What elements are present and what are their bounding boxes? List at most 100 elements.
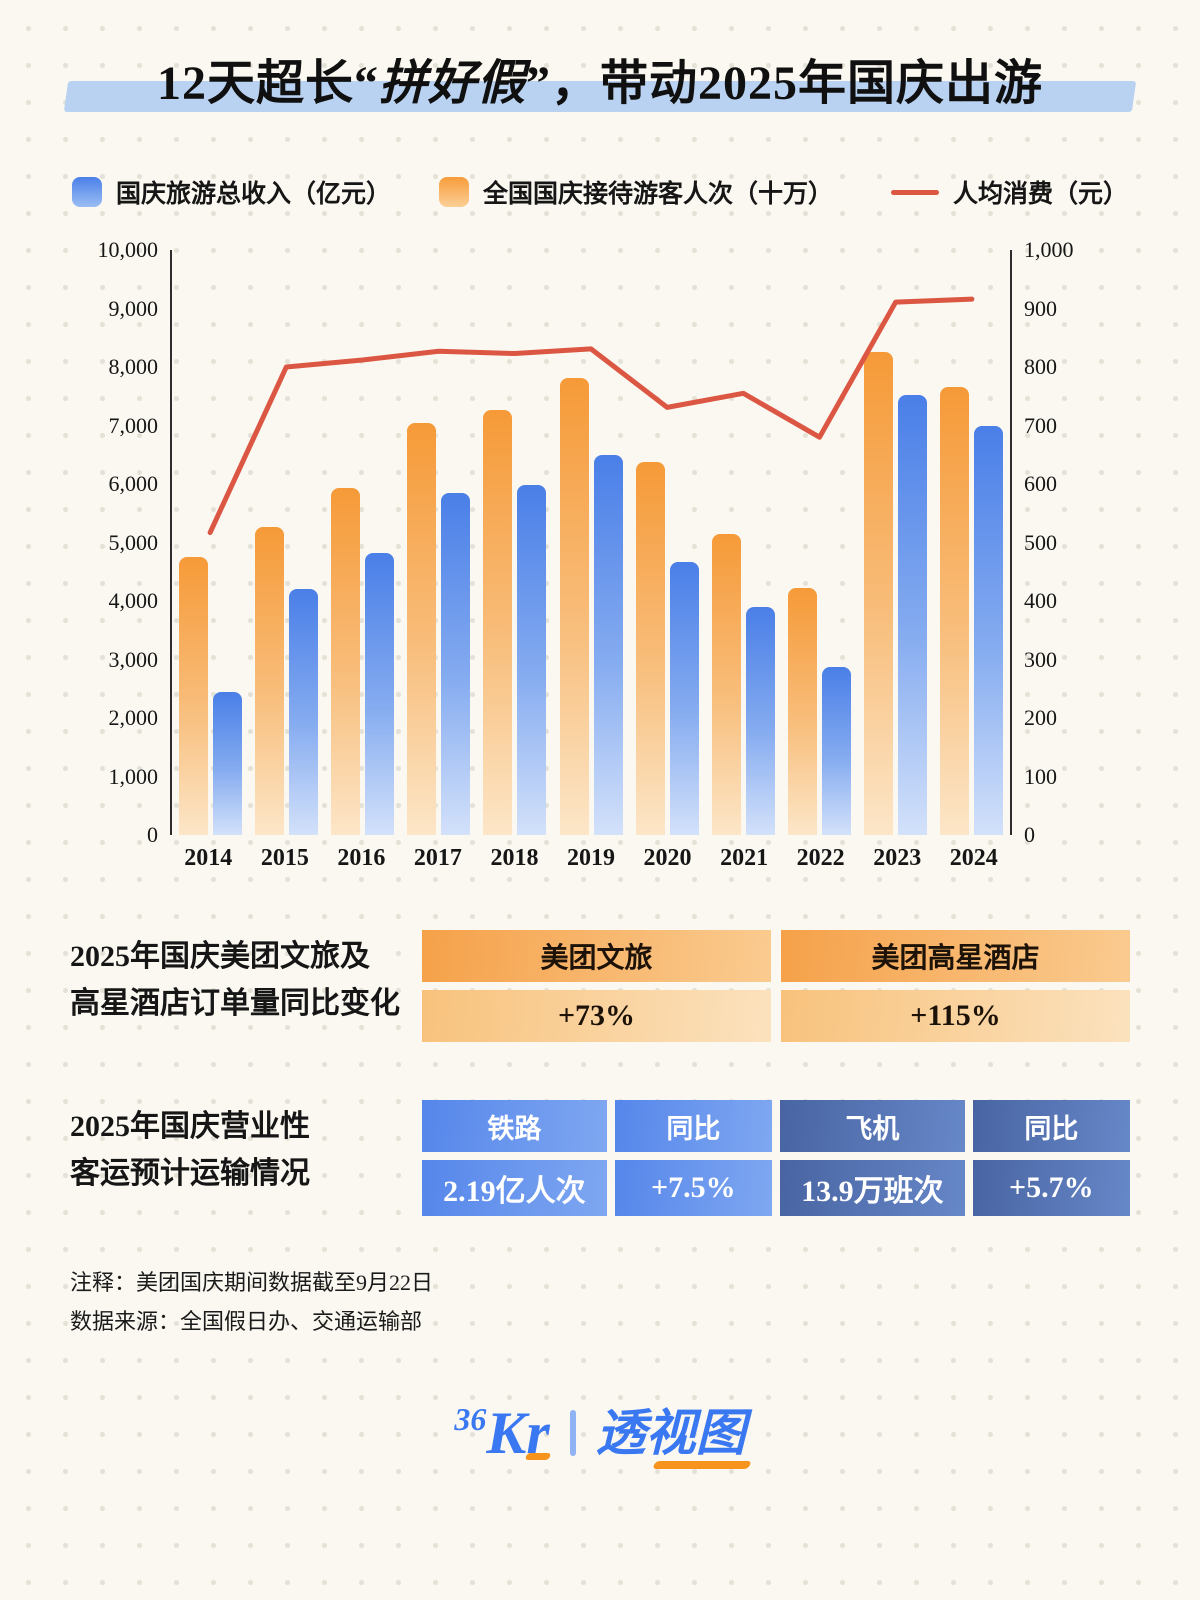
meituan-cards: 美团文旅 +73% 美团高星酒店 +115% [422, 930, 1130, 1042]
blue-bar-2024 [974, 425, 1004, 835]
column-header: 飞机 [780, 1100, 965, 1152]
axis-tick-label: 4,000 [108, 588, 159, 613]
axis-tick-label: 9,000 [108, 295, 159, 321]
bar-group-2017 [401, 250, 477, 835]
blue-bar-2021 [745, 607, 775, 835]
column-header: 铁路 [422, 1100, 607, 1152]
x-axis-left-spacer [70, 845, 170, 872]
bar-group-2022 [782, 250, 858, 835]
x-tick-label: 2022 [796, 845, 845, 871]
meituan-section: 2025年国庆美团文旅及 高星酒店订单量同比变化 美团文旅 +73% 美团高星酒… [70, 930, 1130, 1042]
axis-tick-label: 200 [1024, 705, 1057, 730]
orange-bar-2016 [330, 488, 360, 835]
footnotes: 注释：美团国庆期间数据截至9月22日 数据来源：全国假日办、交通运输部 [70, 1264, 1130, 1341]
x-labels: 2014 2015 2016 2017 2018 2019 2020 2021 2022 2023… [170, 845, 1012, 872]
legend-label-per-capita: 人均消费（元） [952, 181, 1128, 208]
blue-bar-2019 [593, 454, 623, 835]
card-value: +115% [781, 990, 1130, 1042]
card-title: 美团文旅 [422, 930, 771, 982]
card-meituan-wenlv: 美团文旅 +73% [422, 930, 771, 1042]
footnote-line-1: 注释：美团国庆期间数据截至9月22日 [70, 1270, 434, 1295]
axis-tick-label: 1,000 [108, 763, 159, 789]
orange-bar-2023 [864, 351, 894, 835]
column-railway: 铁路 2.19亿人次 [422, 1100, 607, 1216]
bar-group-2020 [629, 250, 705, 835]
column-header: 同比 [972, 1100, 1130, 1152]
x-tick-label: 2019 [567, 845, 615, 871]
column-flight-yoy: 同比 +5.7% [972, 1100, 1130, 1216]
column-value: +5.7% [972, 1160, 1130, 1216]
blue-bar-2015 [288, 588, 318, 835]
axis-tick-label: 2,000 [108, 705, 159, 730]
transport-label-line-1: 2025年国庆营业性 [70, 1110, 310, 1143]
axis-tick-label: 400 [1024, 588, 1057, 613]
axis-tick-label: 300 [1024, 646, 1057, 672]
orange-bar-2024 [940, 387, 970, 835]
card-meituan-hotel: 美团高星酒店 +115% [781, 930, 1130, 1042]
meituan-section-label: 2025年国庆美团文旅及 高星酒店订单量同比变化 [70, 930, 422, 1027]
orange-bar-2017 [407, 422, 437, 835]
title-block: 12天超长“拼好假”，带动2025年国庆出游 [60, 54, 1140, 114]
x-tick-label: 2024 [949, 845, 998, 871]
axis-tick-label: 900 [1024, 295, 1057, 321]
column-value: +7.5% [614, 1160, 772, 1216]
transport-label-line-2: 客运预计运输情况 [70, 1156, 310, 1190]
axis-tick-label: 600 [1024, 471, 1057, 496]
axis-tick-label: 3,000 [108, 646, 159, 672]
red-line-swatch-icon [890, 189, 939, 195]
axis-tick-label: 0 [147, 822, 158, 847]
chart: 0 1,000 2,000 3,000 4,000 5,000 6,000 7,000 8,00… [70, 237, 1112, 847]
footer: 36 Kr 透视图 [0, 1400, 1200, 1466]
card-title: 美团高星酒店 [781, 930, 1130, 982]
line-series-layer [172, 250, 1010, 835]
orange-bar-2015 [254, 527, 284, 835]
axis-tick-label: 700 [1024, 412, 1057, 438]
blue-bar-2020 [669, 562, 699, 835]
title-post: ”，带动2025年国庆出游 [526, 57, 1044, 110]
orange-bar-2020 [635, 462, 665, 835]
bar-group-2015 [248, 250, 324, 835]
legend-item-visitors: 全国国庆接待游客人次（十万） [439, 174, 833, 210]
blue-bar-2018 [517, 484, 547, 835]
axis-tick-label: 1,000 [1024, 237, 1074, 262]
x-tick-label: 2014 [184, 845, 233, 871]
x-tick-label: 2023 [873, 845, 922, 871]
x-tick-label: 2017 [413, 845, 462, 871]
bar-group-2014 [172, 250, 248, 835]
x-tick-label: 2015 [260, 845, 309, 871]
column-railway-yoy: 同比 +7.5% [614, 1100, 772, 1216]
transport-section-label: 2025年国庆营业性 客运预计运输情况 [70, 1100, 422, 1197]
column-header: 同比 [614, 1100, 772, 1152]
bar-group-2016 [324, 250, 400, 835]
axis-tick-label: 800 [1024, 354, 1057, 379]
x-tick-label: 2021 [720, 845, 769, 871]
column-value: 2.19亿人次 [422, 1160, 607, 1216]
meituan-label-line-2: 高星酒店订单量同比变化 [70, 986, 400, 1020]
36kr-logo-kr: Kr [486, 1400, 550, 1466]
orange-bar-2018 [483, 410, 513, 835]
x-tick-label: 2020 [643, 845, 692, 871]
bar-group-2021 [705, 250, 781, 835]
transport-section: 2025年国庆营业性 客运预计运输情况 铁路 2.19亿人次 同比 +7.5% … [70, 1100, 1130, 1216]
card-value: +73% [422, 990, 771, 1042]
title-pre: 12天超长“ [156, 57, 379, 110]
axis-tick-label: 100 [1024, 763, 1057, 789]
blue-bar-2023 [898, 394, 928, 835]
axis-tick-label: 10,000 [97, 237, 159, 262]
orange-bar-2021 [711, 533, 741, 835]
blue-bar-2017 [441, 493, 471, 835]
footnote-line-2: 数据来源：全国假日办、交通运输部 [70, 1308, 423, 1334]
orange-bar-2022 [788, 588, 818, 835]
x-axis-right-spacer [1012, 845, 1112, 872]
left-axis: 0 1,000 2,000 3,000 4,000 5,000 6,000 7,000 8,00… [70, 237, 170, 847]
axis-tick-label: 8,000 [108, 354, 159, 379]
axis-tick-label: 6,000 [108, 471, 159, 496]
blue-bar-2016 [364, 553, 394, 835]
36kr-logo-number: 36 [454, 1400, 487, 1437]
column-value: 13.9万班次 [780, 1160, 965, 1216]
legend-item-revenue: 国庆旅游总收入（亿元） [72, 174, 391, 210]
axis-tick-label: 5,000 [108, 529, 159, 555]
chart-legend: 国庆旅游总收入（亿元） 全国国庆接待游客人次（十万） 人均消费（元） [72, 174, 1128, 210]
title-accent: 拼好假 [378, 57, 526, 110]
column-flight: 飞机 13.9万班次 [780, 1100, 965, 1216]
